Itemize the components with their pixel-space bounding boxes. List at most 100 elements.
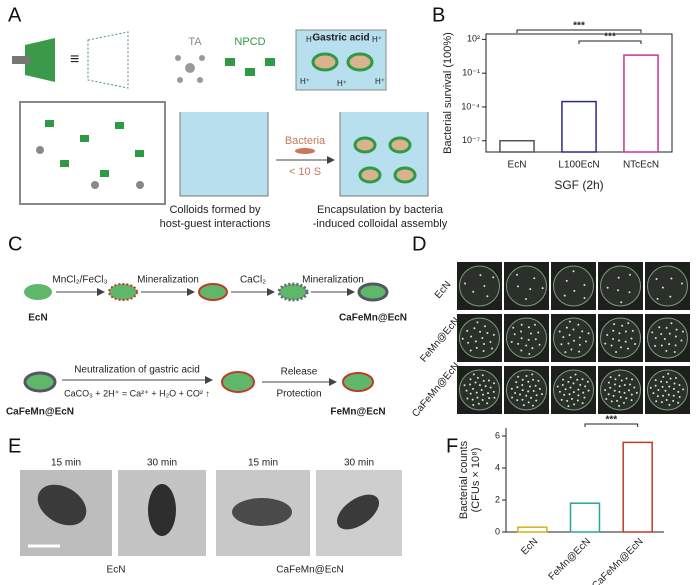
colony — [629, 383, 632, 386]
beaker — [339, 112, 429, 197]
colony — [472, 290, 475, 293]
colony — [527, 401, 530, 404]
colony — [561, 384, 564, 387]
colony — [618, 390, 621, 393]
colony — [520, 330, 523, 333]
plate-dish — [647, 369, 688, 411]
colony — [519, 393, 522, 396]
plate-dish — [553, 265, 594, 307]
colony — [472, 387, 475, 390]
colony — [581, 402, 584, 405]
colony — [527, 390, 530, 393]
colony — [654, 379, 657, 382]
colony — [517, 342, 520, 345]
colony — [669, 295, 672, 298]
colony — [531, 404, 534, 407]
coated-bacterium — [346, 52, 374, 72]
colony — [656, 297, 659, 300]
bacterium — [108, 283, 138, 301]
bacterium-icon — [295, 148, 315, 154]
colony — [533, 323, 536, 326]
x-tick-label: NTcEcN — [623, 160, 659, 171]
colony — [621, 324, 624, 327]
colony — [514, 392, 517, 395]
colony — [483, 325, 486, 328]
colony — [680, 339, 683, 342]
cyclodextrin-axle — [12, 56, 30, 64]
colony — [525, 374, 528, 377]
label: FeMn@EcN — [330, 407, 385, 418]
significance-label: *** — [605, 415, 617, 426]
colony — [606, 286, 609, 289]
colony — [531, 347, 534, 350]
colony — [577, 323, 580, 326]
colony — [464, 282, 467, 285]
bacterium — [23, 371, 57, 393]
label: H⁺ — [300, 77, 310, 86]
colony — [583, 284, 586, 287]
colony — [655, 278, 658, 281]
bacterium — [24, 284, 52, 300]
label: Bacteria — [285, 135, 326, 147]
colony — [586, 380, 589, 383]
x-tick-label: FeMn@EcN — [547, 536, 593, 582]
colony — [630, 337, 633, 340]
caption: Encapsulation by bacteria — [317, 204, 444, 216]
colony — [665, 326, 668, 329]
bar — [517, 526, 548, 533]
colony — [583, 396, 586, 399]
colony — [522, 404, 525, 407]
colony — [576, 378, 579, 381]
colony — [480, 389, 483, 391]
colony — [531, 373, 534, 376]
colony — [610, 344, 613, 347]
colony — [635, 391, 638, 394]
colony — [476, 376, 479, 379]
colony — [622, 401, 625, 404]
colony — [527, 380, 530, 383]
equation: CaCO₃ + 2H⁺ = Ca²⁺ + H₂O + CO² ↑ — [64, 388, 210, 398]
colony — [584, 385, 587, 388]
colony — [624, 340, 627, 343]
colony — [538, 387, 541, 390]
colony — [654, 344, 657, 347]
colony — [558, 390, 561, 393]
caption: host-guest interactions — [160, 218, 271, 230]
panel-label: B — [432, 4, 445, 26]
colony — [572, 328, 575, 331]
colony — [510, 387, 513, 390]
colony — [532, 389, 535, 392]
colony — [482, 379, 485, 382]
colony — [570, 397, 573, 400]
significance-bracket — [516, 29, 642, 33]
colony — [481, 374, 484, 377]
colony — [492, 333, 495, 336]
colony — [556, 385, 559, 388]
y-axis-label: Bacterial survival (100%) — [442, 32, 454, 154]
cell — [148, 484, 176, 536]
colony — [510, 340, 513, 343]
coated-bacterium — [393, 166, 417, 184]
colony — [657, 389, 660, 391]
significance-label: *** — [573, 21, 585, 32]
colony — [511, 396, 514, 399]
colony — [619, 346, 622, 349]
colony — [578, 350, 581, 353]
panel-e — [20, 470, 402, 556]
colony — [604, 389, 607, 391]
colony — [667, 372, 670, 375]
colony — [481, 399, 484, 402]
colony — [613, 383, 616, 386]
colony — [579, 383, 582, 386]
colony — [661, 286, 664, 289]
cyclodextrin-icon — [25, 38, 55, 82]
colony — [568, 320, 571, 323]
colony — [607, 381, 610, 384]
colony — [476, 396, 479, 399]
colony — [578, 343, 581, 346]
significance-bracket — [584, 423, 639, 427]
colony — [535, 394, 538, 397]
row-label: EcN — [433, 279, 454, 301]
colony — [680, 282, 683, 285]
colony — [618, 339, 621, 342]
